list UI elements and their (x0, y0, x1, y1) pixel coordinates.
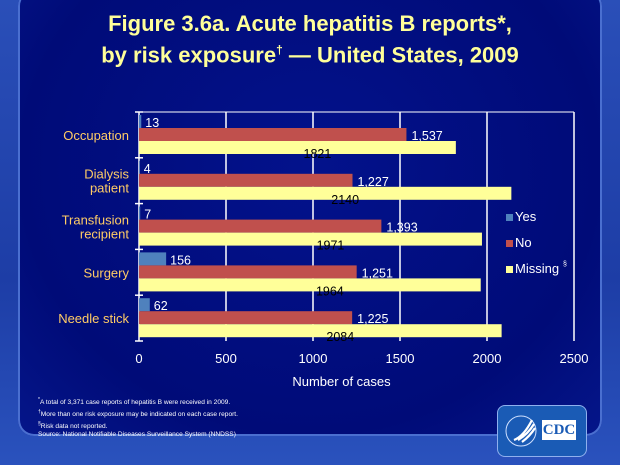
category-label: Transfusion (62, 213, 129, 228)
footnote-text: More than one risk exposure may be indic… (40, 410, 238, 418)
data-label: 62 (154, 299, 168, 313)
cdc-wordmark: CDC (542, 420, 576, 440)
footnote-text: A total of 3,371 case reports of hepatit… (39, 399, 231, 407)
legend-swatch (506, 214, 513, 221)
x-tick-label: 2500 (560, 351, 589, 366)
legend-swatch (506, 266, 513, 273)
bar-missing (139, 232, 482, 246)
category-label: Needle stick (58, 311, 129, 326)
category-label: Occupation (63, 128, 129, 143)
bar-yes (139, 160, 140, 174)
legend-label: No (515, 235, 532, 250)
category-label: Dialysis (84, 167, 129, 182)
data-label: 1964 (316, 284, 344, 298)
x-tick-label: 0 (135, 351, 142, 366)
data-label: 1,251 (362, 266, 393, 280)
footnote-mark: § (38, 420, 41, 427)
data-label: 1,225 (357, 312, 388, 326)
bar-no (139, 173, 353, 187)
title-line-2: by risk exposure† — United States, 2009 (0, 37, 620, 68)
bar-missing (139, 324, 502, 338)
footnote-mark: * (38, 397, 40, 403)
bar-no (139, 311, 353, 325)
bar-missing (139, 186, 512, 200)
footnote: *A total of 3,371 case reports of hepati… (38, 396, 238, 408)
x-tick-label: 1500 (386, 351, 415, 366)
bar-no (139, 219, 382, 233)
bar-yes (139, 252, 167, 266)
footnote: §Risk data not reported. (38, 420, 238, 432)
footnotes: *A total of 3,371 case reports of hepati… (38, 396, 238, 440)
x-tick-label: 1000 (299, 351, 328, 366)
data-label: 2140 (331, 193, 359, 207)
legend-mark: § (563, 261, 567, 268)
legend-label: Missing (515, 261, 559, 276)
footnote: Source: National Notifiable Diseases Sur… (38, 431, 238, 440)
bar-yes (139, 298, 150, 312)
data-label: 1,227 (357, 175, 388, 189)
data-label: 13 (145, 116, 159, 130)
bar-yes (139, 115, 142, 128)
bar-missing (139, 278, 481, 292)
x-tick-label: 500 (215, 351, 237, 366)
data-label: 1821 (304, 147, 332, 161)
bar-yes (139, 206, 141, 220)
data-label: 4 (144, 162, 151, 176)
data-label: 2084 (326, 330, 354, 344)
title-dagger: † (276, 43, 283, 57)
data-label: 156 (170, 253, 191, 267)
hhs-eagle-icon (505, 415, 537, 447)
category-label: patient (90, 181, 129, 196)
footnote-text: Risk data not reported. (40, 422, 108, 430)
legend-swatch (506, 240, 513, 247)
chart-title: Figure 3.6a. Acute hepatitis B reports*,… (0, 10, 620, 68)
x-axis-title: Number of cases (292, 374, 391, 389)
bar-missing (139, 141, 456, 154)
footnote: †More than one risk exposure may be indi… (38, 408, 238, 420)
legend-label: Yes (515, 209, 537, 224)
title-line-2-rest: — United States, 2009 (282, 42, 519, 68)
x-tick-label: 2000 (473, 351, 502, 366)
title-line-2-text: by risk exposure (101, 42, 277, 68)
category-label: recipient (80, 227, 130, 242)
footnote-text: Source: National Notifiable Diseases Sur… (38, 431, 236, 439)
title-line-1: Figure 3.6a. Acute hepatitis B reports*, (108, 11, 512, 36)
footnote-mark: † (38, 408, 41, 415)
slide-panel (18, 0, 602, 436)
data-label: 1,537 (411, 129, 442, 143)
bar-no (139, 128, 407, 141)
data-label: 7 (144, 208, 151, 222)
data-label: 1,393 (386, 221, 417, 235)
category-label: Surgery (83, 265, 129, 280)
bar-no (139, 265, 357, 279)
data-label: 1971 (317, 239, 345, 253)
cdc-logo: CDC (497, 405, 587, 457)
